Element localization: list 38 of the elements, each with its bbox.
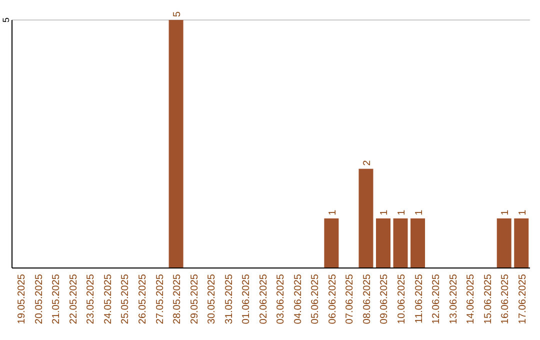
x-tick-label: 01.06.2025	[241, 274, 252, 324]
x-tick-label: 06.06.2025	[327, 274, 338, 324]
data-label: 1	[517, 209, 528, 216]
x-tick-label: 21.05.2025	[51, 274, 62, 324]
x-tick-label: 15.06.2025	[482, 274, 494, 324]
x-tick-label: 04.06.2025	[292, 274, 304, 324]
x-tick-label: 28.05.2025	[172, 274, 184, 324]
data-label: 1	[500, 209, 512, 216]
x-tick-label: 22.05.2025	[68, 274, 80, 324]
data-label: 2	[362, 160, 373, 166]
x-tick-label: 14.06.2025	[466, 274, 477, 324]
x-tick-label: 12.06.2025	[431, 274, 442, 324]
x-tick-label: 24.05.2025	[102, 274, 114, 324]
data-label: 1	[327, 209, 338, 216]
data-label: 1	[396, 209, 408, 216]
x-tick-label: 25.05.2025	[120, 274, 132, 324]
x-tick-label: 27.05.2025	[154, 274, 166, 324]
x-tick-label: 23.05.2025	[86, 274, 97, 324]
x-tick-label: 10.06.2025	[396, 274, 408, 324]
x-tick-label: 11.06.2025	[414, 274, 425, 324]
x-tick-label: 31.05.2025	[224, 274, 235, 324]
x-tick-label: 05.06.2025	[310, 274, 322, 324]
x-tick-label: 26.05.2025	[138, 274, 148, 324]
data-label: 1	[379, 209, 390, 216]
x-tick-label: 19.05.2025	[16, 274, 28, 324]
x-tick-label: 17.06.2025	[517, 274, 528, 324]
x-tick-label: 29.05.2025	[189, 274, 200, 324]
x-tick-label: 20.05.2025	[34, 274, 45, 324]
x-tick-label: 30.05.2025	[206, 274, 218, 324]
data-label: 1	[414, 209, 425, 216]
x-tick-label: 16.06.2025	[500, 274, 512, 324]
x-tick-label: 03.06.2025	[276, 274, 287, 324]
data-label: 5	[172, 11, 184, 17]
x-tick-label: 08.06.2025	[362, 274, 373, 324]
x-tick-label: 13.06.2025	[448, 274, 460, 324]
x-tick-label: 02.06.2025	[258, 274, 270, 324]
x-tick-label: 09.06.2025	[379, 274, 390, 324]
x-tick-label: 07.06.2025	[344, 274, 356, 324]
